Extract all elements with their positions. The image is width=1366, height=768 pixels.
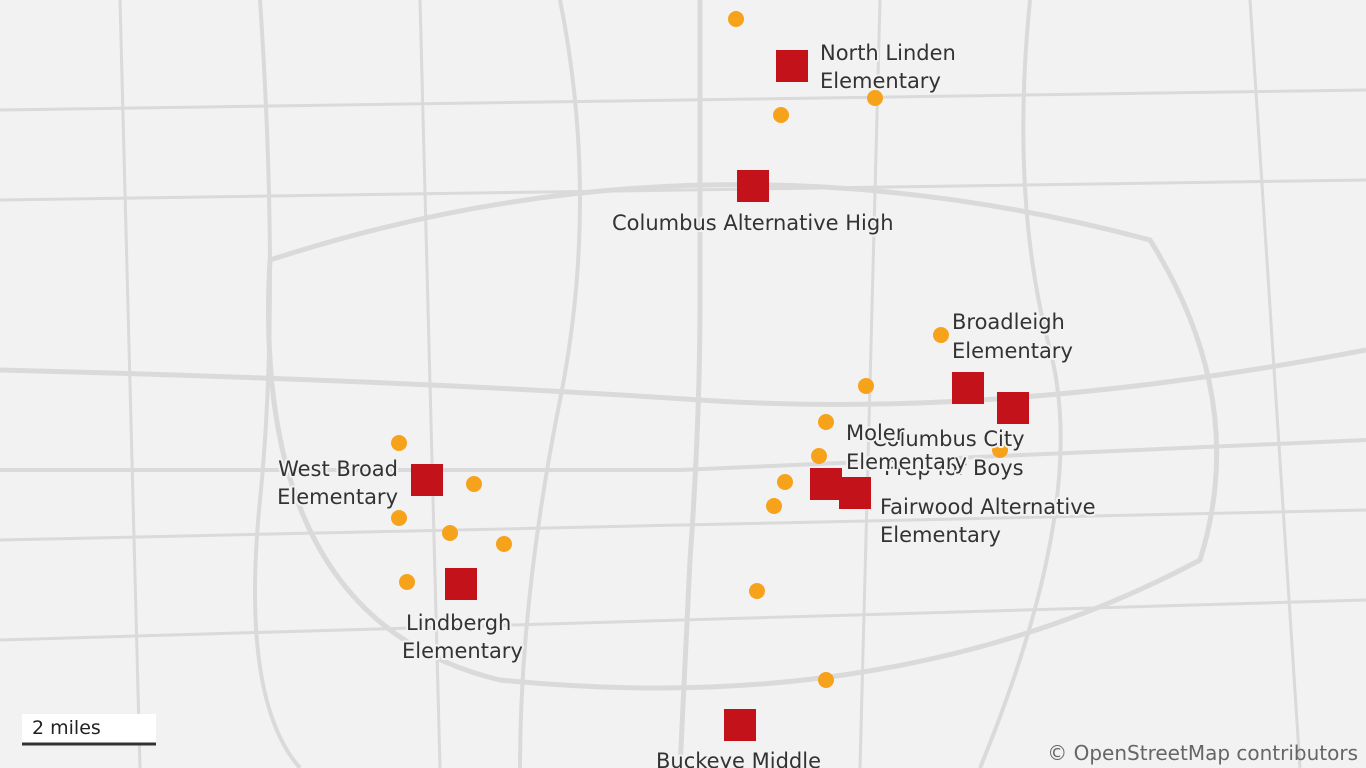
school-marker: [724, 709, 756, 741]
dot: [496, 536, 512, 552]
scale-box: [22, 714, 156, 744]
school-label: Elementary: [952, 339, 1073, 363]
school-label: Columbus City: [872, 427, 1025, 451]
dot: [749, 583, 765, 599]
dot: [399, 574, 415, 590]
school-marker: [952, 372, 984, 404]
dot: [858, 378, 874, 394]
school-marker: [445, 568, 477, 600]
scale-label: 2 miles: [32, 717, 101, 739]
dot: [391, 435, 407, 451]
dot: [442, 525, 458, 541]
school-label: Elementary: [277, 485, 398, 509]
dot: [811, 448, 827, 464]
school-label: Buckeye Middle: [656, 749, 821, 768]
dot: [766, 498, 782, 514]
dot: [466, 476, 482, 492]
school-marker: [737, 170, 769, 202]
dot: [867, 90, 883, 106]
attribution: © OpenStreetMap contributors: [1047, 741, 1358, 765]
dot: [992, 442, 1008, 458]
school-label: Lindbergh: [406, 611, 511, 635]
dot: [773, 107, 789, 123]
school-label: Elementary: [846, 450, 967, 474]
school-label: Elementary: [820, 69, 941, 93]
labels: North Linden Elementary Columbus Alterna…: [275, 39, 1097, 768]
school-marker: [411, 464, 443, 496]
school-label: Fairwood Alternative: [880, 495, 1096, 519]
school-marker: [776, 50, 808, 82]
dot: [818, 414, 834, 430]
squares: [411, 50, 1029, 741]
dot: [777, 474, 793, 490]
school-marker: [997, 392, 1029, 424]
school-label: North Linden: [820, 41, 956, 65]
school-label: Elementary: [402, 639, 523, 663]
dot: [933, 327, 949, 343]
dot: [818, 672, 834, 688]
dot: [728, 11, 744, 27]
school-label: Broadleigh: [952, 310, 1065, 334]
school-label: Columbus Alternative High: [612, 211, 894, 235]
school-label: Elementary: [880, 523, 1001, 547]
school-marker: [810, 468, 842, 500]
dots: [391, 11, 1008, 688]
school-label: Prep for Boys: [884, 456, 1024, 480]
dot: [391, 510, 407, 526]
school-marker: [839, 477, 871, 509]
school-label: West Broad: [278, 457, 398, 481]
scale-bar: 2 miles: [22, 714, 156, 746]
school-label: Moler: [846, 421, 905, 445]
